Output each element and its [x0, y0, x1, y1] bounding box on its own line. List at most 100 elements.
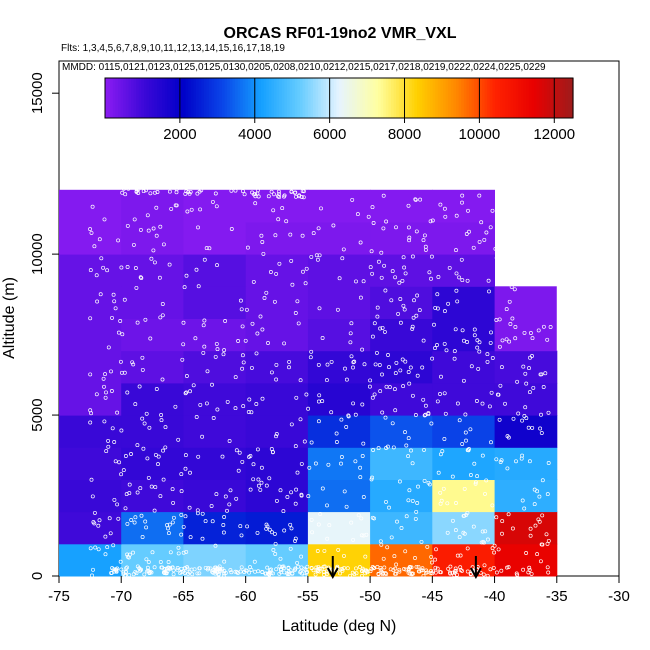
- colorbar-segment: [240, 78, 244, 118]
- sample-point: [379, 275, 384, 280]
- sample-point: [95, 299, 100, 304]
- sample-point: [548, 325, 553, 329]
- heatmap-cell: [432, 382, 495, 416]
- colorbar-segment: [549, 78, 553, 118]
- sample-point: [292, 567, 297, 572]
- sample-point: [131, 572, 136, 577]
- colorbar-segment: [255, 78, 259, 118]
- sample-point: [356, 513, 361, 518]
- colorbar-segment: [372, 78, 376, 118]
- sample-point: [259, 233, 264, 238]
- colorbar-segment: [281, 78, 285, 118]
- sample-point: [491, 565, 496, 570]
- sample-point: [253, 191, 258, 196]
- sample-point: [123, 506, 128, 511]
- sample-point: [354, 571, 359, 576]
- sample-point: [293, 444, 298, 449]
- heatmap-cell: [59, 189, 122, 223]
- sample-point: [282, 193, 287, 198]
- colorbar-segment: [547, 78, 551, 118]
- sample-point: [428, 219, 433, 224]
- sample-point: [495, 233, 500, 238]
- colorbar-segment: [565, 78, 569, 118]
- sample-point: [456, 181, 461, 186]
- sample-point: [152, 565, 157, 570]
- sample-point: [248, 487, 253, 492]
- colorbar-tick-label: 12000: [533, 126, 575, 143]
- sample-point: [207, 246, 212, 251]
- sample-point: [507, 299, 512, 304]
- sample-point: [156, 454, 161, 459]
- sample-point: [413, 556, 417, 560]
- sample-point: [465, 569, 470, 574]
- sample-point: [438, 490, 443, 495]
- sample-point: [111, 543, 116, 548]
- colorbar-segment: [471, 78, 475, 118]
- sample-point: [285, 495, 290, 499]
- sample-point: [264, 483, 269, 488]
- sample-point: [442, 391, 447, 396]
- sample-point: [141, 189, 146, 194]
- sample-point: [389, 298, 394, 303]
- sample-point: [402, 265, 407, 270]
- x-tick-label: -75: [48, 588, 70, 605]
- colorbar-segment: [159, 78, 163, 118]
- sample-point: [420, 365, 425, 370]
- sample-point: [317, 393, 322, 398]
- sample-point: [394, 225, 398, 230]
- sample-point: [351, 365, 355, 370]
- sample-point: [135, 320, 140, 325]
- sample-point: [390, 421, 395, 426]
- sample-point: [173, 203, 178, 208]
- sample-point: [154, 233, 159, 238]
- sample-point: [319, 206, 323, 211]
- sample-point: [484, 230, 489, 235]
- sample-point: [160, 313, 165, 318]
- sample-point: [181, 320, 186, 325]
- sample-point: [545, 337, 550, 342]
- sample-point: [190, 572, 195, 577]
- colorbar-tick-label: 6000: [313, 126, 346, 143]
- sample-point: [328, 180, 333, 185]
- sample-point: [278, 556, 283, 561]
- sample-point: [266, 341, 270, 345]
- sample-point: [483, 491, 487, 496]
- sample-point: [141, 446, 146, 451]
- colorbar: 2000 4000 6000 8000 10000 12000: [104, 77, 575, 143]
- sample-point: [421, 238, 426, 243]
- sample-point: [115, 410, 120, 415]
- sample-point: [541, 324, 546, 329]
- colorbar-segment: [271, 78, 275, 118]
- sample-point: [488, 225, 493, 230]
- sample-point: [205, 567, 210, 572]
- sample-point: [376, 446, 381, 451]
- colorbar-segment: [211, 78, 215, 118]
- sample-point: [473, 480, 478, 485]
- sample-point: [247, 397, 252, 402]
- sample-point: [204, 401, 209, 406]
- sample-point: [369, 183, 374, 188]
- sample-point: [471, 524, 476, 529]
- sample-point: [144, 188, 148, 193]
- sample-point: [502, 208, 507, 213]
- colorbar-segment: [250, 78, 254, 118]
- sample-point: [376, 571, 381, 576]
- sample-point: [213, 565, 218, 570]
- sample-point: [315, 257, 320, 262]
- sample-point: [374, 350, 379, 355]
- sample-point: [523, 371, 528, 376]
- sample-point: [382, 565, 387, 570]
- sample-point: [239, 307, 244, 312]
- sample-point: [183, 391, 188, 396]
- colorbar-segment: [151, 78, 155, 118]
- sample-point: [466, 448, 471, 453]
- colorbar-segment: [409, 78, 413, 118]
- sample-point: [351, 182, 356, 186]
- sample-point: [254, 402, 259, 406]
- sample-point: [303, 568, 308, 572]
- sample-point: [276, 194, 280, 199]
- sample-point: [161, 242, 166, 247]
- colorbar-segment: [463, 78, 467, 118]
- dates-line: MMDD: 0115,0121,0123,0125,0125,0130,0205…: [62, 62, 546, 73]
- sample-point: [220, 454, 225, 459]
